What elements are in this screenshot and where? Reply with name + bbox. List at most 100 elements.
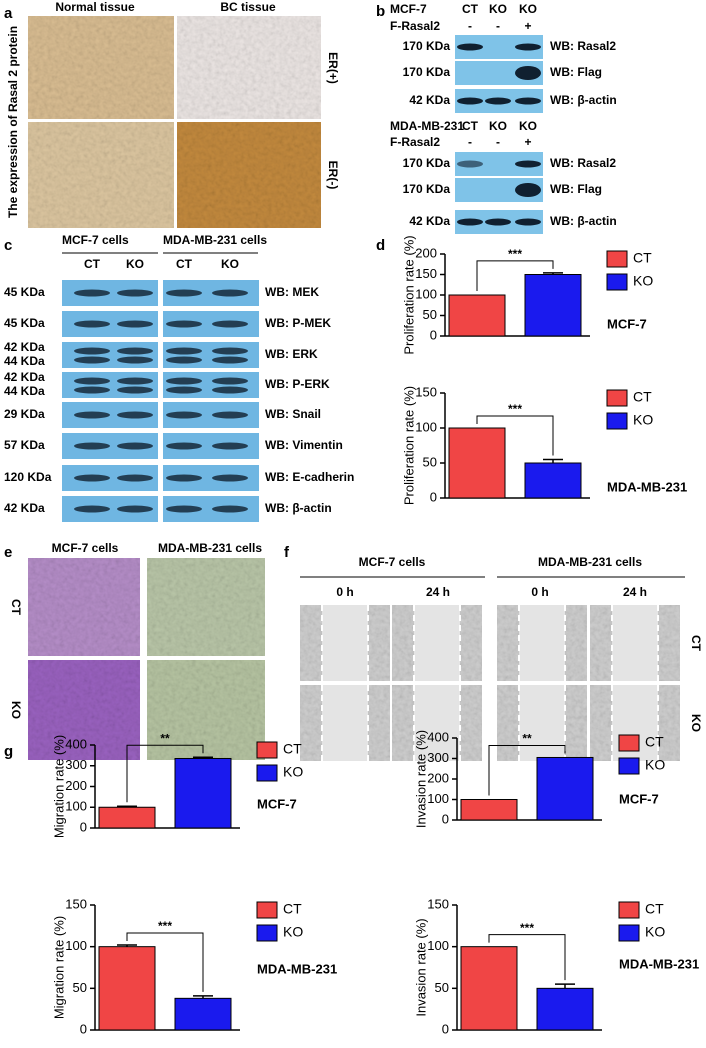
band [117, 386, 153, 394]
cell-line: MDA-MB-231 [390, 119, 464, 133]
column-title: MCF-7 cells [52, 541, 119, 555]
bar [524, 274, 582, 337]
band [117, 289, 153, 297]
significance-bracket [126, 744, 204, 803]
band-size: 170 KDa [403, 39, 451, 53]
band-size: 42 KDa [409, 214, 450, 228]
treatment: F-Rasal2 [390, 135, 440, 149]
y-tick-label: 50 [435, 980, 449, 995]
band [74, 320, 110, 328]
band [457, 218, 483, 226]
row-label: CT [689, 635, 703, 652]
bar [536, 987, 594, 1031]
band-size: 44 KDa [4, 354, 45, 368]
y-tick-label: 150 [65, 896, 87, 911]
cell-line: MCF-7 [390, 2, 427, 16]
y-tick-label: 150 [415, 384, 437, 399]
band [74, 505, 110, 513]
band [515, 43, 541, 51]
time-label: 24 h [623, 585, 647, 599]
y-tick-label: 0 [442, 811, 449, 826]
annotation: MCF-7 [257, 796, 297, 811]
treatment-mark: - [496, 19, 500, 33]
band [515, 160, 541, 168]
transwell-image [28, 660, 140, 760]
legend-label: CT [633, 389, 652, 405]
axis-label: Migration rate (%) [51, 916, 66, 1019]
transwell-image [147, 660, 265, 760]
y-tick-label: 100 [65, 799, 87, 814]
bar [448, 294, 506, 337]
significance: ** [160, 731, 170, 745]
band [117, 442, 153, 450]
gap [414, 605, 460, 681]
row-label: KO [689, 714, 703, 732]
band [117, 320, 153, 328]
y-tick-label: 50 [423, 454, 437, 469]
band [212, 289, 248, 297]
antibody: WB: Vimentin [265, 438, 343, 452]
band [212, 320, 248, 328]
treatment-mark: - [496, 135, 500, 149]
y-tick-label: 0 [442, 1021, 449, 1036]
error-bar [193, 756, 213, 759]
band-size: 170 KDa [403, 65, 451, 79]
antibody: WB: β-actin [265, 501, 332, 515]
antibody: WB: Rasal2 [550, 156, 616, 170]
group-label: MCF-7 cells [62, 233, 129, 247]
group-label: MCF-7 cells [359, 555, 426, 569]
legend-swatch [606, 250, 628, 268]
y-tick-label: 0 [80, 819, 87, 834]
axis-label: The expression of Rasal 2 protein [6, 26, 20, 218]
band [212, 442, 248, 450]
column-title: Normal tissue [55, 0, 135, 14]
gap [519, 685, 565, 761]
group-label: MDA-MB-231 cells [163, 233, 267, 247]
panel-label: d [376, 237, 385, 254]
band [212, 356, 248, 364]
y-tick-label: 0 [430, 489, 437, 504]
y-tick-label: 400 [65, 736, 87, 751]
band [166, 320, 202, 328]
antibody: WB: P-ERK [265, 377, 330, 391]
panel-label: a [4, 5, 13, 22]
tissue-image [177, 122, 321, 228]
significance: *** [508, 247, 522, 261]
band [212, 386, 248, 394]
band [212, 377, 248, 385]
band-size: 29 KDa [4, 407, 45, 421]
band [74, 377, 110, 385]
y-tick-label: 150 [415, 266, 437, 281]
band [457, 160, 483, 168]
band [457, 97, 483, 105]
legend-label: KO [645, 757, 665, 773]
legend-label: CT [283, 741, 302, 757]
axis-label: Proliferation rate (%) [401, 386, 416, 505]
y-tick-label: 100 [427, 938, 449, 953]
band [212, 347, 248, 355]
bar [448, 427, 506, 499]
antibody: WB: β-actin [550, 93, 617, 107]
legend-swatch [256, 741, 278, 759]
y-tick-label: 100 [415, 286, 437, 301]
band [166, 505, 202, 513]
significance: *** [508, 402, 522, 416]
bar [460, 799, 518, 821]
legend-label: KO [645, 924, 665, 940]
blot [163, 372, 259, 398]
gap [612, 605, 658, 681]
band [117, 356, 153, 364]
band [485, 218, 511, 226]
antibody: WB: P-MEK [265, 316, 331, 330]
legend-swatch [618, 924, 640, 942]
transwell-image [28, 558, 140, 656]
lane-label: CT [462, 2, 479, 16]
error-bar [543, 458, 563, 463]
lane-label: KO [126, 257, 144, 271]
y-tick-label: 100 [65, 938, 87, 953]
band-size: 170 KDa [403, 182, 451, 196]
bar [98, 946, 156, 1031]
lane-label: CT [176, 257, 193, 271]
band [74, 289, 110, 297]
treatment: F-Rasal2 [390, 19, 440, 33]
